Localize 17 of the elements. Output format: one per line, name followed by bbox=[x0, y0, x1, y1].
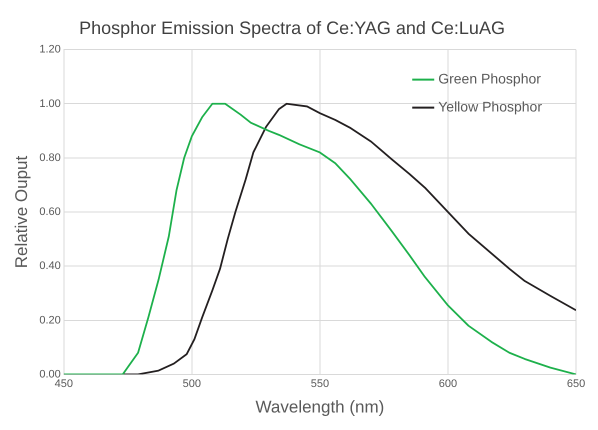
x-tick-label: 550 bbox=[310, 378, 330, 390]
y-tick-label: 1.20 bbox=[39, 44, 61, 56]
legend-label: Green Phosphor bbox=[438, 70, 542, 86]
y-tick-label: 1.00 bbox=[39, 98, 61, 110]
x-axis-title: Wavelength (nm) bbox=[256, 397, 384, 416]
y-tick-label: 0.80 bbox=[39, 152, 61, 164]
y-axis-title: Relative Ouput bbox=[12, 156, 31, 268]
legend-label: Yellow Phosphor bbox=[438, 98, 542, 114]
x-tick-label: 450 bbox=[54, 378, 73, 390]
x-tick-label: 650 bbox=[566, 378, 586, 390]
y-tick-label: 0.20 bbox=[39, 314, 61, 326]
y-tick-label: 0.60 bbox=[39, 206, 61, 218]
x-tick-label: 600 bbox=[438, 378, 458, 390]
y-tick-label: 0.40 bbox=[39, 260, 61, 272]
y-tick-label: 0.00 bbox=[39, 368, 61, 380]
chart-title: Phosphor Emission Spectra of Ce:YAG and Ce:LuAG bbox=[79, 18, 505, 38]
x-tick-label: 500 bbox=[182, 378, 202, 390]
